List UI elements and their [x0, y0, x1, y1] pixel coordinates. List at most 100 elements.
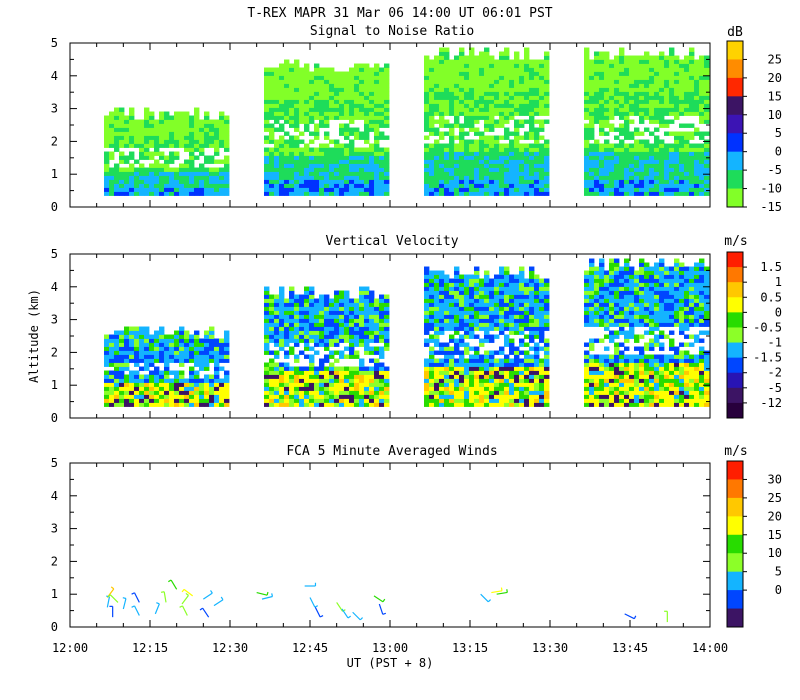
- heatmap-cell: [524, 155, 530, 160]
- heatmap-cell: [699, 75, 705, 80]
- heatmap-cell: [614, 314, 620, 319]
- heatmap-cell: [599, 282, 605, 287]
- heatmap-cell: [614, 127, 620, 132]
- heatmap-cell: [544, 75, 550, 80]
- heatmap-cell: [469, 286, 475, 291]
- heatmap-cell: [494, 111, 500, 116]
- heatmap-cell: [274, 143, 280, 148]
- heatmap-cell: [384, 183, 390, 188]
- heatmap-cell: [204, 342, 210, 347]
- heatmap-cell: [204, 187, 210, 192]
- heatmap-cell: [114, 107, 120, 112]
- heatmap-cell: [474, 326, 480, 331]
- heatmap-cell: [264, 386, 270, 391]
- heatmap-cell: [499, 266, 505, 271]
- heatmap-cell: [184, 338, 190, 343]
- heatmap-cell: [434, 378, 440, 383]
- heatmap-cell: [604, 87, 610, 92]
- heatmap-cell: [539, 390, 545, 395]
- heatmap-cell: [599, 151, 605, 156]
- heatmap-cell: [699, 187, 705, 192]
- heatmap-cell: [469, 330, 475, 335]
- heatmap-cell: [129, 326, 135, 331]
- heatmap-cell: [364, 298, 370, 303]
- heatmap-cell: [539, 151, 545, 156]
- heatmap-cell: [149, 167, 155, 172]
- heatmap-cell: [344, 191, 350, 196]
- heatmap-cell: [424, 306, 430, 311]
- heatmap-cell: [669, 107, 675, 112]
- heatmap-cell: [614, 298, 620, 303]
- heatmap-cell: [204, 123, 210, 128]
- heatmap-cell: [504, 75, 510, 80]
- heatmap-cell: [134, 390, 140, 395]
- heatmap-cell: [324, 123, 330, 128]
- heatmap-cell: [444, 191, 450, 196]
- heatmap-cell: [624, 79, 630, 84]
- heatmap-cell: [449, 127, 455, 132]
- heatmap-cell: [384, 318, 390, 323]
- heatmap-cell: [624, 131, 630, 136]
- heatmap-cell: [459, 91, 465, 96]
- heatmap-cell: [459, 314, 465, 319]
- heatmap-cell: [169, 386, 175, 391]
- heatmap-cell: [619, 55, 625, 60]
- heatmap-cell: [614, 151, 620, 156]
- heatmap-cell: [339, 151, 345, 156]
- heatmap-cell: [544, 107, 550, 112]
- heatmap-cell: [599, 262, 605, 267]
- heatmap-cell: [604, 55, 610, 60]
- heatmap-cell: [209, 338, 215, 343]
- heatmap-cell: [329, 366, 335, 371]
- heatmap-cell: [164, 171, 170, 176]
- heatmap-cell: [444, 278, 450, 283]
- heatmap-cell: [339, 306, 345, 311]
- heatmap-cell: [634, 91, 640, 96]
- heatmap-cell: [274, 159, 280, 164]
- heatmap-cell: [214, 147, 220, 152]
- heatmap-cell: [474, 147, 480, 152]
- heatmap-cell: [444, 298, 450, 303]
- heatmap-cell: [374, 111, 380, 116]
- heatmap-cell: [124, 390, 130, 395]
- heatmap-cell: [459, 175, 465, 180]
- heatmap-cell: [184, 127, 190, 132]
- heatmap-cell: [214, 151, 220, 156]
- heatmap-cell: [434, 143, 440, 148]
- heatmap-cell: [199, 183, 205, 188]
- heatmap-cell: [474, 350, 480, 355]
- heatmap-cell: [694, 159, 700, 164]
- heatmap-cell: [424, 338, 430, 343]
- heatmap-cell: [434, 374, 440, 379]
- heatmap-cell: [704, 91, 710, 96]
- heatmap-cell: [374, 330, 380, 335]
- heatmap-cell: [269, 318, 275, 323]
- heatmap-cell: [384, 83, 390, 88]
- heatmap-cell: [114, 179, 120, 184]
- heatmap-cell: [379, 354, 385, 359]
- heatmap-cell: [609, 278, 615, 283]
- heatmap-cell: [294, 167, 300, 172]
- heatmap-cell: [309, 394, 315, 399]
- heatmap-cell: [334, 330, 340, 335]
- heatmap-cell: [429, 310, 435, 315]
- heatmap-cell: [469, 95, 475, 100]
- heatmap-cell: [164, 338, 170, 343]
- heatmap-cell: [174, 191, 180, 196]
- heatmap-cell: [119, 338, 125, 343]
- heatmap-cell: [114, 183, 120, 188]
- heatmap-cell: [589, 390, 595, 395]
- heatmap-cell: [589, 183, 595, 188]
- heatmap-cell: [224, 334, 230, 339]
- heatmap-cell: [219, 398, 225, 403]
- heatmap-cell: [219, 390, 225, 395]
- heatmap-cell: [589, 394, 595, 399]
- heatmap-cell: [334, 322, 340, 327]
- heatmap-cell: [289, 306, 295, 311]
- heatmap-cell: [524, 366, 530, 371]
- heatmap-cell: [279, 386, 285, 391]
- heatmap-cell: [434, 147, 440, 152]
- heatmap-cell: [339, 71, 345, 76]
- heatmap-cell: [199, 386, 205, 391]
- heatmap-cell: [464, 131, 470, 136]
